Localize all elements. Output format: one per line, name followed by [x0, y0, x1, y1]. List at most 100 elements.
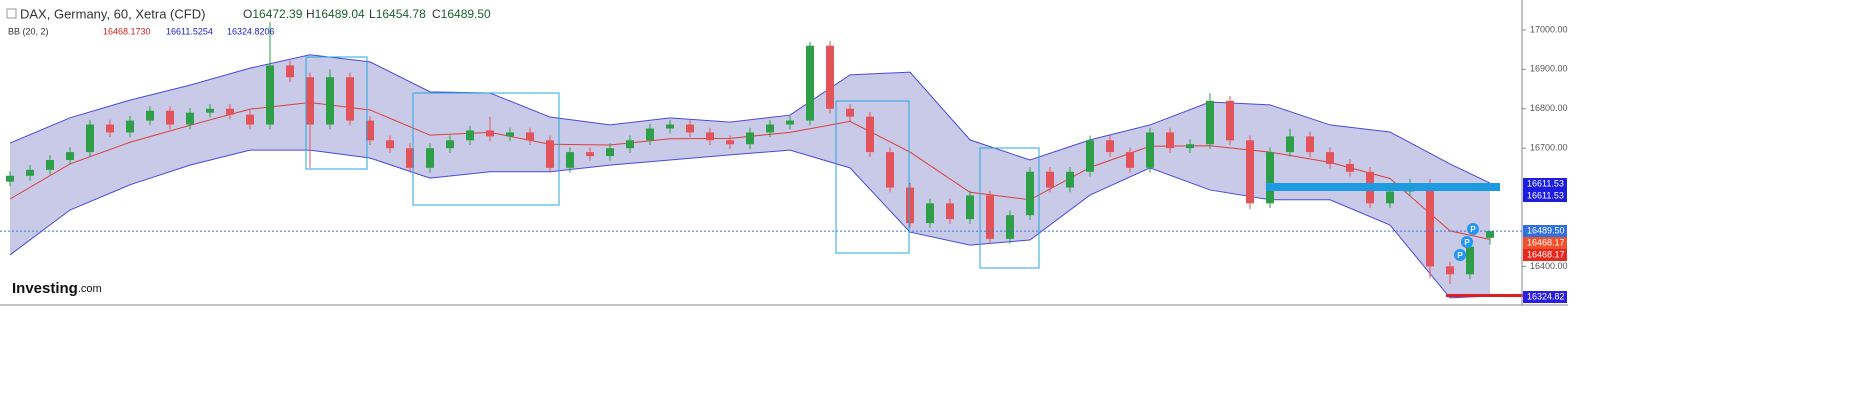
candle-body: [226, 108, 234, 115]
price-tag: [1523, 291, 1567, 303]
candle-body: [966, 195, 974, 220]
candle-body: [246, 114, 254, 125]
candle-body: [1246, 140, 1254, 204]
candle-body: [1486, 231, 1494, 238]
marker-dot[interactable]: [1454, 249, 1466, 261]
ohlc-legend: O16472.39 H16489.04 L16454.78 C16489.50: [243, 7, 491, 21]
candle-body: [426, 148, 434, 168]
candle-body: [946, 203, 954, 220]
ohlc-value: 16489.50: [441, 7, 491, 21]
marker-label: P: [1457, 251, 1463, 260]
chart-title: DAX, Germany, 60, Xetra (CFD): [20, 6, 205, 21]
ohlc-item: O16472.39: [243, 7, 303, 21]
logo-suffix: .com: [78, 283, 102, 295]
price-tag-label: 16611.53: [1527, 178, 1564, 188]
price-axis: 17000.00 16900.00 16800.00 16700.00 16400.00…: [1522, 24, 1568, 303]
y-tick-label: 16800.00: [1530, 103, 1568, 113]
candle-body: [166, 110, 174, 125]
candle-body: [1286, 136, 1294, 153]
candle-body: [926, 203, 934, 224]
ohlc-letter: L: [369, 7, 376, 21]
annotation-box: [979, 147, 1040, 269]
candle-body: [1066, 171, 1074, 188]
drawings: [305, 56, 1040, 269]
y-tick-label: 16900.00: [1530, 64, 1568, 74]
price-tag-label: 16468.17: [1527, 249, 1565, 259]
candle-body: [906, 187, 914, 224]
candle-body: [46, 159, 54, 170]
candle-body: [306, 77, 314, 125]
support-line: [1266, 183, 1500, 191]
candle-body: [826, 45, 834, 109]
candle-body: [406, 148, 414, 168]
candle-body: [1446, 266, 1454, 275]
bb-label: BB (20, 2): [8, 26, 49, 36]
candle-body: [806, 45, 814, 121]
candle-body: [726, 140, 734, 145]
candle-body: [606, 148, 614, 157]
candle-body: [1026, 171, 1034, 216]
price-tag: [1523, 190, 1567, 202]
candle-body: [326, 77, 334, 125]
candle-body: [146, 110, 154, 121]
candle-body: [1326, 152, 1334, 164]
candle-body: [106, 124, 114, 133]
candle-body: [866, 116, 874, 153]
band-lower: [9, 149, 1491, 299]
annotation-box: [835, 100, 910, 254]
marker-dot[interactable]: [1467, 223, 1479, 235]
candle-body: [1266, 152, 1274, 204]
candle-body: [1466, 246, 1474, 275]
price-tag-label: 16611.53: [1527, 190, 1564, 200]
candle-body: [286, 65, 294, 78]
ohlc-value: 16472.39: [252, 7, 302, 21]
annotation-box: [412, 92, 560, 206]
bb-middle: 16468.1730: [103, 26, 151, 36]
candle-body: [1386, 191, 1394, 204]
marker-label: P: [1470, 225, 1476, 234]
marker-dot[interactable]: [1461, 236, 1473, 248]
collapse-icon[interactable]: [6, 8, 17, 19]
candle-body: [1186, 144, 1194, 149]
candle-body: [66, 152, 74, 160]
ohlc-letter: C: [432, 7, 441, 21]
candle-body: [986, 195, 994, 239]
ohlc-value: 16454.78: [376, 7, 426, 21]
candle-body: [1226, 100, 1234, 141]
candle-body: [486, 130, 494, 137]
candle-body: [126, 120, 134, 133]
ohlc-item: H16489.04: [306, 7, 365, 21]
candle-body: [766, 124, 774, 133]
target-line: [1446, 294, 1526, 297]
bb-lower: 16324.8206: [227, 26, 275, 36]
candle-body: [186, 112, 194, 125]
band-fill: [10, 54, 1490, 298]
logo: Investing.com: [12, 280, 102, 297]
candle-body: [506, 132, 514, 137]
candle-body: [666, 124, 674, 129]
candle-body: [1146, 132, 1154, 168]
candle-body: [646, 128, 654, 141]
candle-body: [546, 140, 554, 168]
ohlc-letter: H: [306, 7, 315, 21]
candle-body: [1086, 140, 1094, 172]
price-tag-label: 16324.82: [1527, 291, 1565, 301]
ohlc-item: C16489.50: [432, 7, 491, 21]
candle-body: [746, 132, 754, 145]
candle-body: [686, 124, 694, 133]
candle-body: [466, 130, 474, 141]
candle-body: [366, 120, 374, 141]
candle-body: [346, 77, 354, 121]
price-tag: [1523, 225, 1567, 237]
markers: PPP: [1454, 223, 1479, 261]
candle-body: [786, 120, 794, 125]
y-tick-label: 16400.00: [1530, 261, 1568, 271]
candle-body: [1206, 100, 1214, 145]
candle-body: [26, 169, 34, 176]
candle-body: [86, 124, 94, 153]
candle-body: [1006, 215, 1014, 239]
candle-body: [266, 65, 274, 125]
price-tag: [1523, 237, 1567, 249]
ohlc-item: L16454.78: [369, 7, 426, 21]
